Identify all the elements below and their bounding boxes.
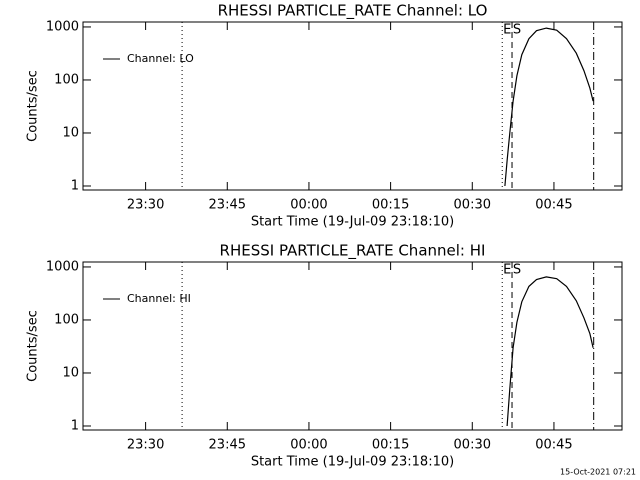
plot-frame <box>82 261 623 431</box>
marker-label: E <box>503 23 511 38</box>
panel: RHESSI PARTICLE_RATE Channel: LO Counts/s… <box>26 2 623 230</box>
marker-label: E <box>503 263 511 278</box>
x-tick-label: 00:30 <box>454 198 491 213</box>
x-tick-label: 00:15 <box>372 438 409 453</box>
y-axis-label: Counts/sec <box>26 310 41 382</box>
footer: 15-Oct-2021 07:21 <box>560 468 636 477</box>
y-tick-label: 10 <box>62 365 79 380</box>
x-tick-label: 00:00 <box>290 438 327 453</box>
y-tick-label: 1 <box>71 418 79 433</box>
y-tick-label: 10 <box>62 125 79 140</box>
marker-label: S <box>513 263 521 278</box>
plot-frame <box>82 21 623 191</box>
x-axis-label: Start Time (19-Jul-09 23:18:10) <box>251 215 454 230</box>
legend-label: Channel: HI <box>127 292 191 305</box>
x-tick-label: 23:30 <box>127 438 164 453</box>
y-axis-label: Counts/sec <box>26 70 41 142</box>
marker-label: S <box>513 23 521 38</box>
chart-title: RHESSI PARTICLE_RATE Channel: LO <box>218 2 488 21</box>
x-tick-label: 00:15 <box>372 198 409 213</box>
y-tick-label: 1000 <box>46 19 79 34</box>
y-tick-label: 100 <box>54 312 79 327</box>
x-tick-label: 23:30 <box>127 198 164 213</box>
data-line <box>506 276 594 427</box>
x-tick-label: 00:30 <box>454 438 491 453</box>
legend-label: Channel: LO <box>127 52 194 65</box>
x-axis-label: Start Time (19-Jul-09 23:18:10) <box>251 455 454 470</box>
x-tick-label: 00:45 <box>535 198 572 213</box>
y-tick-label: 1 <box>71 178 79 193</box>
y-tick-label: 100 <box>54 72 79 87</box>
x-tick-label: 23:45 <box>209 438 246 453</box>
x-tick-label: 00:00 <box>290 198 327 213</box>
x-tick-label: 23:45 <box>209 198 246 213</box>
chart-title: RHESSI PARTICLE_RATE Channel: HI <box>220 242 486 261</box>
x-tick-label: 00:45 <box>535 438 572 453</box>
data-line <box>504 27 594 187</box>
panel: RHESSI PARTICLE_RATE Channel: HI Counts/s… <box>26 242 623 470</box>
y-tick-label: 1000 <box>46 259 79 274</box>
